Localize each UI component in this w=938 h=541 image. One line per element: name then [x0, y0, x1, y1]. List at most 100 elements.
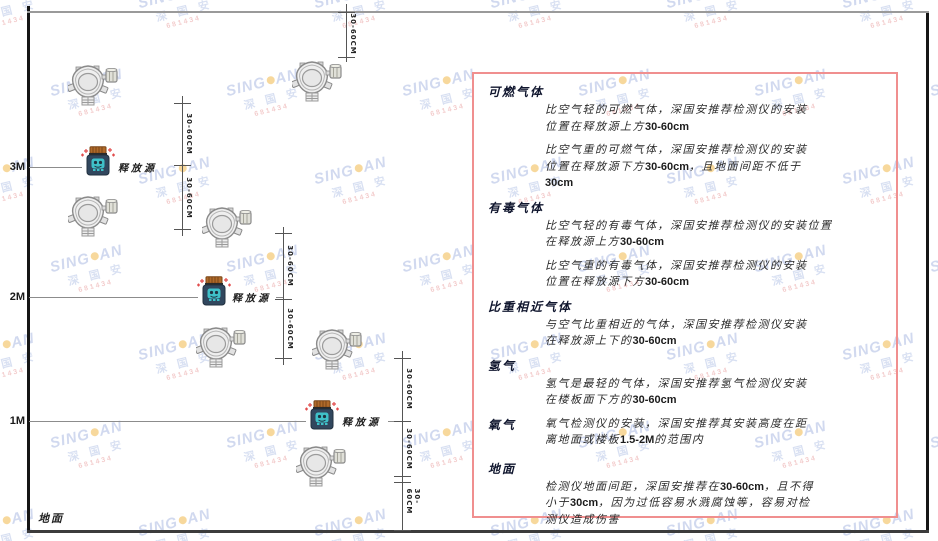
guideline-paragraph: 比空气重的可燃气体，深国安推荐检测仪的安装 位置在释放源下方30-60cm，且地面…: [545, 142, 886, 192]
section-body: 检测仪地面间距，深国安推荐在30-60cm，且不得 小于30cm，因为过低容易水溅…: [545, 479, 886, 529]
guideline-line: 30cm: [545, 177, 574, 189]
guideline-section: 氢气氢气是最轻的气体，深国安推荐氢气检测仪安装 在楼板面下方的30-60cm: [488, 357, 886, 409]
dimension-label: 30-60CM: [286, 245, 294, 287]
release-source-label: 释放源: [342, 417, 381, 429]
release-source-label: 释放源: [232, 293, 271, 305]
level-line: [29, 167, 82, 168]
dimension-tick: [394, 530, 411, 531]
section-body: 氢气是最轻的气体，深国安推荐氢气检测仪安装 在楼板面下方的30-60cm: [545, 376, 886, 409]
gas-detector-icon: [200, 207, 252, 248]
ground-label: 地面: [38, 513, 64, 525]
gas-detector: [310, 326, 364, 375]
section-heading: 氢气: [488, 358, 517, 373]
guideline-line: 测仪造成伤害: [545, 513, 620, 526]
section-heading: 可燃气体: [488, 85, 545, 99]
guideline-line: 比空气轻的可燃气体，深国安推荐检测仪的安装: [545, 104, 808, 116]
dimension-tick: [394, 358, 411, 359]
guideline-line: 在楼板面下方的30-60cm: [545, 394, 677, 406]
release-source: [80, 146, 116, 181]
ceiling-line: [27, 11, 929, 13]
dimension-label: 30-60CM: [185, 177, 193, 219]
dimension-line: [182, 96, 183, 236]
height-axis-label: 1M: [9, 415, 25, 427]
guideline-section: 有毒气体 比空气轻的有毒气体，深国安推荐检测仪的安装位置 在释放源上方30-60cm…: [488, 199, 886, 291]
guideline-line: 位置在释放源下方30-60cm，且地面间距不低于: [545, 160, 802, 173]
guideline-paragraph: 氢气是最轻的气体，深国安推荐氢气检测仪安装 在楼板面下方的30-60cm: [545, 376, 886, 409]
section-heading: 比重相近气体: [488, 299, 573, 314]
dimension-tick: [275, 299, 292, 300]
gas-detector: [194, 324, 248, 373]
height-axis-label: 3M: [9, 161, 25, 173]
gas-detector-icon: [294, 446, 346, 487]
dimension-tick: [394, 482, 411, 483]
guideline-line: 比空气重的可燃气体，深国安推荐检测仪的安装: [545, 144, 808, 156]
dimension-label: 30-60CM: [185, 113, 193, 155]
guideline-paragraph: 检测仪地面间距，深国安推荐在30-60cm，且不得 小于30cm，因为过低容易水溅…: [545, 479, 886, 529]
guideline-line: 检测仪地面间距，深国安推荐在30-60cm，且不得: [545, 480, 815, 493]
release-source-label: 释放源: [118, 163, 157, 175]
section-heading: 氧气: [488, 417, 517, 432]
ground-line: [27, 530, 929, 533]
dimension-label: 30-60CM: [349, 13, 357, 55]
gas-detector-icon: [66, 65, 118, 106]
dimension-label: 30-60CM: [405, 428, 413, 470]
dimension-label: 30-60CM: [286, 308, 294, 350]
section-body: 比空气轻的有毒气体，深国安推荐检测仪的安装位置 在释放源上方30-60cm 比空气重…: [545, 218, 886, 291]
release-source-icon: [305, 400, 339, 430]
dimension-line: [283, 227, 284, 365]
gas-detector-icon: [66, 196, 118, 237]
guideline-section: 可燃气体 比空气轻的可燃气体，深国安推荐检测仪的安装 位置在释放源上方30-60cm…: [488, 83, 886, 192]
guideline-line: 位置在释放源下方30-60cm: [545, 276, 690, 288]
guideline-line: 比空气重的有毒气体，深国安推荐检测仪的安装: [545, 259, 808, 272]
dimension-tick: [394, 421, 411, 422]
guideline-section: 地面检测仪地面间距，深国安推荐在30-60cm，且不得 小于30cm，因为过低容易…: [488, 460, 886, 529]
release-source-icon: [81, 146, 115, 176]
guideline-paragraph: 比空气轻的可燃气体，深国安推荐检测仪的安装 位置在释放源上方30-60cm: [545, 102, 886, 135]
gas-detector: [66, 193, 120, 242]
dimension-line: [346, 4, 347, 62]
guideline-line: 氢气是最轻的气体，深国安推荐氢气检测仪安装: [545, 377, 808, 390]
guideline-paragraph: 氧气检测仪的安装，深国安推荐其安装高度在距 离地面或楼板1.5-2M的范围内: [545, 416, 886, 449]
dimension-tick: [174, 229, 191, 230]
guideline-line: 在释放源上方30-60cm: [545, 236, 665, 248]
gas-detector: [290, 58, 344, 107]
guideline-line: 小于30cm，因为过低容易水溅腐蚀等，容易对检: [545, 497, 811, 509]
dimension-tick: [174, 165, 191, 166]
guideline-line: 比空气轻的有毒气体，深国安推荐检测仪的安装位置: [545, 219, 833, 232]
guideline-section: 比重相近气体与空气比重相近的气体，深国安推荐检测仪安装 在释放源上下的30-60c…: [488, 298, 886, 350]
guideline-line: 在释放源上下的30-60cm: [545, 335, 677, 347]
gas-detector-icon: [194, 327, 246, 368]
release-source-icon: [197, 276, 231, 306]
height-axis-label: 2M: [9, 291, 25, 303]
dimension-label: 30-60CM: [405, 368, 413, 410]
section-heading: 地面: [488, 461, 517, 476]
guideline-paragraph: 与空气比重相近的气体，深国安推荐检测仪安装 在释放源上下的30-60cm: [545, 317, 886, 350]
guideline-section: 氧气 氧气检测仪的安装，深国安推荐其安装高度在距 离地面或楼板1.5-2M的范围内: [488, 416, 886, 456]
dimension-line: [402, 351, 403, 530]
level-line: [276, 297, 283, 298]
dimension-label: 30-60CM: [405, 488, 421, 515]
gas-detector: [66, 62, 120, 111]
section-body: 氧气检测仪的安装，深国安推荐其安装高度在距 离地面或楼板1.5-2M的范围内: [545, 416, 886, 456]
guideline-paragraph: 比空气重的有毒气体，深国安推荐检测仪的安装 位置在释放源下方30-60cm: [545, 258, 886, 291]
section-heading: 有毒气体: [488, 200, 545, 215]
dimension-tick: [275, 358, 292, 359]
dimension-tick: [174, 103, 191, 104]
level-line: [29, 297, 198, 298]
gas-detector: [294, 443, 348, 492]
dimension-tick: [338, 57, 355, 58]
guideline-line: 位置在释放源上方30-60cm: [545, 120, 690, 133]
gas-detector-icon: [290, 61, 342, 102]
section-body: 与空气比重相近的气体，深国安推荐检测仪安装 在释放源上下的30-60cm: [545, 317, 886, 350]
guideline-paragraph: 比空气轻的有毒气体，深国安推荐检测仪的安装位置 在释放源上方30-60cm: [545, 218, 886, 251]
guideline-line: 离地面或楼板1.5-2M的范围内: [545, 434, 705, 446]
guideline-line: 氧气检测仪的安装，深国安推荐其安装高度在距: [545, 417, 808, 430]
guidelines-panel: 可燃气体 比空气轻的可燃气体，深国安推荐检测仪的安装 位置在释放源上方30-60cm…: [472, 72, 898, 526]
guideline-line: 与空气比重相近的气体，深国安推荐检测仪安装: [545, 318, 808, 331]
dimension-tick: [275, 233, 292, 234]
dimension-tick: [394, 476, 411, 477]
level-line: [29, 421, 306, 422]
section-body: 比空气轻的可燃气体，深国安推荐检测仪的安装 位置在释放源上方30-60cm 比空气重…: [545, 102, 886, 192]
